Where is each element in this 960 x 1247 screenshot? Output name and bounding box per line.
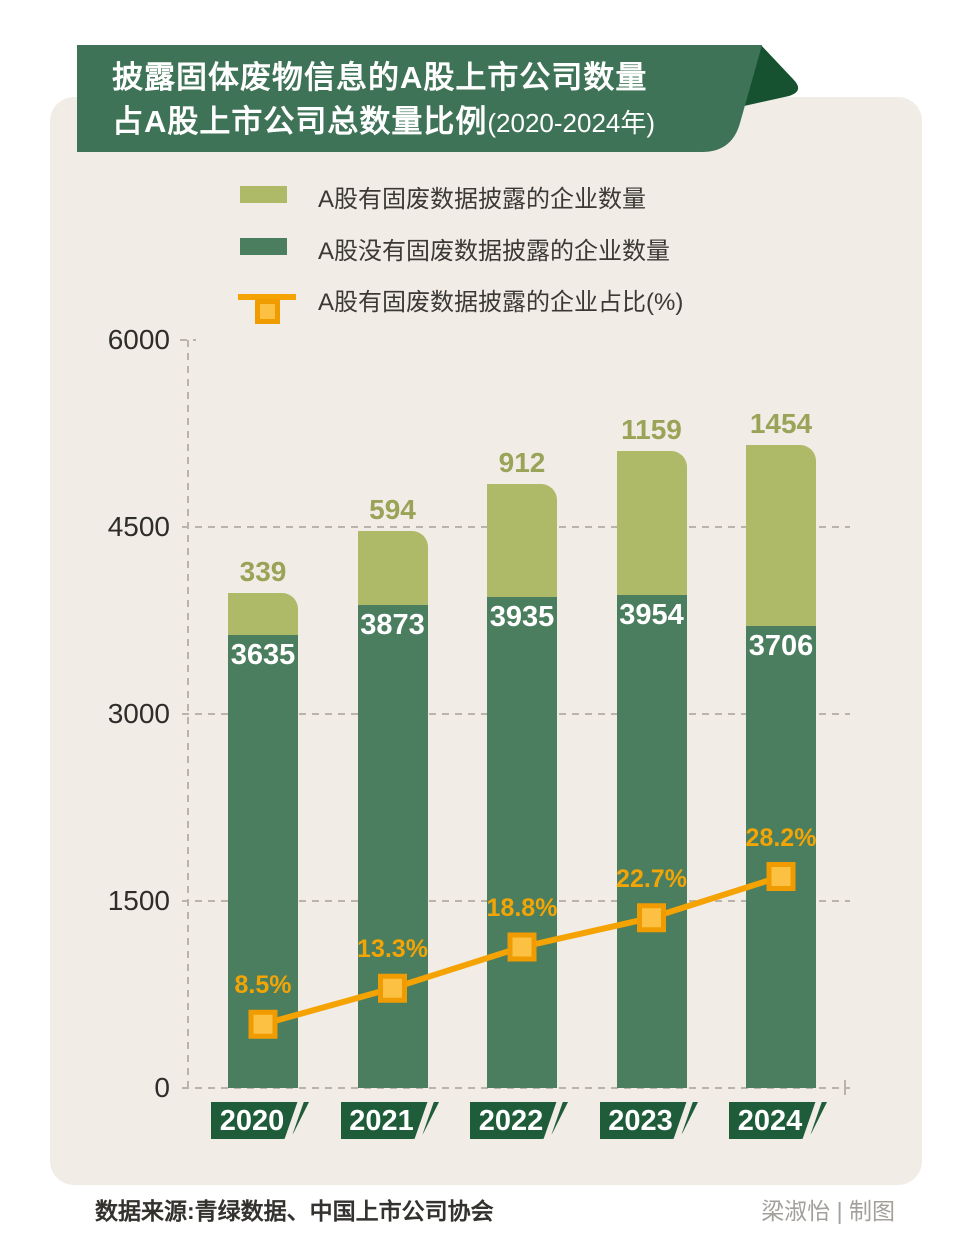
bar-segment-disclosed <box>228 592 298 635</box>
page-title: 披露固体废物信息的A股上市公司数量 占A股上市公司总数量比例(2020-2024… <box>112 56 732 145</box>
legend-label: A股有固废数据披露的企业占比(%) <box>318 289 684 316</box>
y-axis-tick-label: 4500 <box>107 511 170 542</box>
data-source-note: 数据来源:青绿数据、中国上市公司协会 <box>95 1198 494 1224</box>
bar-total-disclosed-label: 594 <box>369 494 416 526</box>
pct-value-label: 8.5% <box>234 971 292 1000</box>
pct-value-label: 18.8% <box>486 894 558 922</box>
bar-total-disclosed-label: 1454 <box>749 407 813 439</box>
y-axis-tick-label: 0 <box>154 1072 170 1103</box>
legend-label: A股没有固废数据披露的企业数量 <box>318 238 671 265</box>
bar-not-disclosed-label: 3935 <box>489 601 555 634</box>
pct-marker-icon <box>248 1009 278 1039</box>
pct-value-label: 28.2% <box>745 823 817 852</box>
legend-item-disclosed: A股有固废数据披露的企业数量 <box>238 176 758 213</box>
pct-marker-icon <box>507 932 537 962</box>
page-title-period: (2020-2024年) <box>487 108 656 138</box>
pct-value-label: 22.7% <box>616 864 687 893</box>
year-tag-label: 2023 <box>608 1105 673 1137</box>
bar-not-disclosed-label: 3635 <box>230 638 296 671</box>
x-axis-year-tag: 2021 <box>340 1097 442 1145</box>
bar-total-disclosed-label: 1159 <box>621 413 682 445</box>
pct-marker-icon <box>637 903 666 933</box>
x-axis-year-tag: 2024 <box>729 1097 830 1145</box>
x-axis-year-tag: 2023 <box>599 1097 701 1145</box>
bar-total-disclosed-label: 912 <box>498 446 546 478</box>
h-gridline <box>182 1087 850 1089</box>
legend-label: A股有固废数据披露的企业数量 <box>318 186 647 213</box>
bar-segment-disclosed <box>357 531 428 606</box>
title-banner <box>77 45 799 152</box>
y-axis-tick-label: 6000 <box>107 324 170 355</box>
year-tag-label: 2022 <box>478 1105 544 1137</box>
banner-ribbon-shape <box>77 45 762 152</box>
legend-square-marker-icon <box>255 299 280 324</box>
page-title-line2: 占A股上市公司总数量比例(2020-2024年) <box>112 104 656 139</box>
legend-item-pct: A股有固废数据披露的企业占比(%) <box>238 279 758 324</box>
y-axis-tick-label: 3000 <box>107 698 170 729</box>
year-tag-label: 2024 <box>737 1105 803 1137</box>
bar-total-disclosed-label: 339 <box>239 555 287 587</box>
bar-not-disclosed-label: 3954 <box>619 599 684 632</box>
x-axis-year-tag: 2020 <box>211 1097 312 1145</box>
bar-segment-not-disclosed <box>616 595 687 1088</box>
year-tag-shape <box>470 1097 568 1145</box>
year-tag-shape <box>211 1097 309 1145</box>
legend-line-marker-icon <box>238 294 296 324</box>
baseline-end-tick <box>844 1080 846 1095</box>
year-tag-shape <box>340 1097 439 1145</box>
bar-not-disclosed-label: 3873 <box>360 609 425 642</box>
year-tag-label: 2021 <box>349 1105 414 1137</box>
y-axis-line <box>187 340 189 1088</box>
year-tag-label: 2020 <box>219 1105 285 1137</box>
pct-marker-icon <box>378 973 407 1003</box>
year-tag-shape <box>729 1097 827 1145</box>
author-credit: 梁淑怡 | 制图 <box>761 1198 895 1224</box>
y-axis-tick-label: 1500 <box>107 885 170 916</box>
bar-segment-not-disclosed <box>487 597 557 1088</box>
bar-segment-not-disclosed <box>357 605 428 1088</box>
bar-segment-disclosed <box>746 444 816 626</box>
bar-not-disclosed-label: 3706 <box>748 629 814 662</box>
pct-value-label: 13.3% <box>357 935 428 964</box>
legend-swatch-dark-green <box>240 238 287 255</box>
x-axis-year-tag: 2022 <box>470 1097 571 1145</box>
bar-segment-disclosed <box>487 483 557 598</box>
year-tag-shape <box>599 1097 698 1145</box>
page-title-line1: 披露固体废物信息的A股上市公司数量 <box>112 60 648 95</box>
bar-segment-not-disclosed <box>746 625 816 1088</box>
pct-marker-icon <box>766 862 796 891</box>
legend-item-not-disclosed: A股没有固废数据披露的企业数量 <box>238 228 758 265</box>
legend-swatch-light-green <box>240 186 287 203</box>
bar-segment-disclosed <box>616 450 687 596</box>
